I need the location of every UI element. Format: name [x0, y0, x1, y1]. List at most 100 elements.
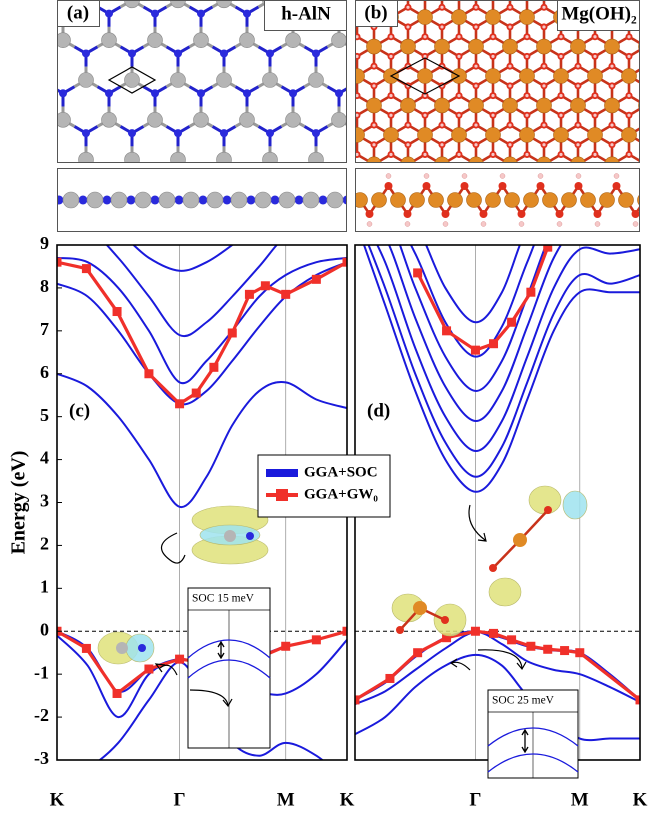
h-atom: [355, 113, 359, 117]
bond: [293, 166, 305, 173]
h-atom: [321, 212, 324, 215]
n-atom: [82, 129, 90, 138]
n-atom: [220, 49, 228, 58]
mg-atom: [468, 156, 484, 163]
mg-atom: [468, 38, 484, 55]
al-atom: [78, 151, 94, 163]
bond: [339, 166, 351, 173]
n-atom: [266, 49, 274, 58]
o-atom: [354, 230, 361, 237]
n-atom: [128, 49, 136, 58]
panel-label: (d): [367, 400, 390, 421]
o-atom: [218, 171, 225, 178]
h-atom: [321, 173, 324, 176]
mg-atom: [502, 38, 518, 55]
o-atom: [558, 230, 565, 237]
h-atom: [593, 54, 597, 58]
bond: [17, 200, 29, 207]
inset-band: [187, 639, 271, 659]
h-atom: [442, 221, 449, 227]
bond: [247, 246, 259, 253]
label-box: [355, 0, 398, 27]
orbital-lobe: [488, 577, 522, 607]
o-atom: [286, 171, 293, 178]
h-atom: [457, 35, 461, 39]
n-atom: [174, 49, 182, 58]
h-atom: [613, 173, 620, 179]
band-line: [355, 653, 640, 742]
mg-atom: [638, 100, 640, 111]
h-atom: [508, 5, 512, 9]
bond: [17, 7, 29, 14]
h-atom: [576, 123, 580, 127]
al-atom: [285, 112, 301, 128]
mg-atom: [570, 38, 586, 55]
bond: [612, 213, 629, 223]
n-atom: [174, 129, 182, 138]
h-atom: [627, 173, 630, 176]
h-atom: [644, 65, 647, 68]
bond: [224, 206, 236, 213]
bond: [340, 213, 357, 223]
h-atom: [644, 123, 647, 126]
n-atom: [270, 195, 280, 205]
gw-marker: [526, 287, 536, 297]
h-atom: [508, 143, 512, 147]
h-atom: [491, 54, 495, 58]
bond: [431, 166, 443, 173]
o-atom: [439, 180, 446, 187]
bond: [328, 166, 340, 173]
y-tick-label: 2: [40, 534, 49, 554]
bond: [17, 246, 29, 253]
o-atom: [456, 230, 463, 237]
n-atom: [102, 195, 112, 205]
mg-atom: [604, 156, 620, 163]
h-atom: [542, 84, 546, 88]
h-atom: [474, 84, 478, 88]
h-atom: [372, 123, 376, 127]
gw-marker: [507, 635, 517, 645]
x-tick-label: Γ: [469, 789, 481, 810]
n-atom: [312, 129, 320, 138]
o-atom: [479, 210, 488, 218]
bond: [391, 164, 408, 174]
h-atom: [508, 84, 512, 88]
hbn-side: [39, 191, 347, 209]
h-atom: [537, 173, 544, 179]
h-atom: [542, 5, 546, 9]
mg-atom: [638, 159, 640, 163]
o-atom: [626, 210, 633, 217]
bond: [510, 164, 527, 174]
al-atom: [0, 0, 2, 8]
h-atom: [457, 54, 461, 58]
inset-annotation: SOC 25 meV: [492, 695, 555, 707]
atom: [246, 532, 254, 540]
pointer: [449, 658, 471, 671]
o-atom: [643, 63, 649, 70]
h-atom: [461, 173, 468, 179]
mg-atom: [390, 192, 406, 208]
mg-atom: [333, 216, 348, 231]
n-atom: [220, 129, 228, 138]
al-atom: [39, 192, 55, 208]
bond: [238, 164, 255, 174]
h-atom: [270, 182, 273, 185]
al-atom: [124, 151, 140, 163]
panel-letter: (b): [364, 2, 387, 23]
al-atom: [170, 151, 186, 163]
o-atom: [456, 171, 463, 178]
bond: [527, 164, 544, 174]
gw-marker: [112, 688, 122, 698]
bond: [6, 246, 18, 253]
bond: [236, 166, 248, 173]
n-atom: [151, 89, 159, 98]
inset-band: [187, 659, 271, 679]
mg-atom: [571, 216, 586, 231]
h-atom: [576, 143, 580, 147]
al-atom: [101, 32, 117, 48]
h-atom: [491, 212, 494, 215]
o-atom: [631, 210, 640, 218]
bond: [144, 246, 156, 253]
al-atom: [331, 32, 347, 48]
h-atom: [632, 221, 639, 227]
